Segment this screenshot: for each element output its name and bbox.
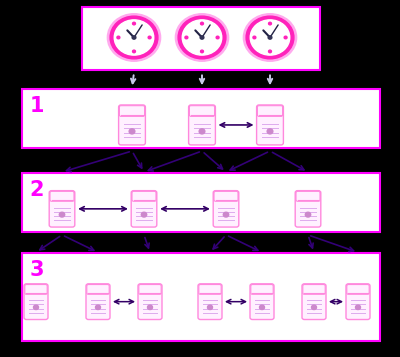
FancyBboxPatch shape [22,253,380,341]
Text: 2: 2 [29,180,44,200]
Circle shape [284,36,287,39]
FancyBboxPatch shape [131,191,157,227]
FancyBboxPatch shape [22,89,380,148]
FancyBboxPatch shape [25,285,47,294]
Circle shape [34,305,38,310]
FancyBboxPatch shape [257,105,284,145]
Circle shape [96,305,100,310]
FancyBboxPatch shape [295,191,321,227]
Text: 1: 1 [29,96,44,116]
Circle shape [148,36,151,39]
Circle shape [260,305,264,310]
Circle shape [246,16,294,59]
FancyBboxPatch shape [24,284,48,320]
Circle shape [305,212,311,217]
FancyBboxPatch shape [199,285,221,294]
Circle shape [216,36,219,39]
FancyBboxPatch shape [22,173,380,232]
Circle shape [200,36,204,39]
Circle shape [208,305,212,310]
Circle shape [132,22,136,25]
FancyBboxPatch shape [251,285,273,294]
FancyBboxPatch shape [296,191,320,201]
FancyBboxPatch shape [49,191,75,227]
Circle shape [141,212,147,217]
FancyBboxPatch shape [132,191,156,201]
Circle shape [268,22,272,25]
FancyBboxPatch shape [138,284,162,320]
Circle shape [250,20,290,55]
FancyBboxPatch shape [82,7,320,70]
Circle shape [199,129,205,134]
FancyBboxPatch shape [250,284,274,320]
FancyBboxPatch shape [258,106,282,116]
FancyBboxPatch shape [214,191,238,201]
FancyBboxPatch shape [347,285,369,294]
Circle shape [132,50,136,53]
Circle shape [175,14,229,61]
FancyBboxPatch shape [50,191,74,201]
Circle shape [110,16,158,59]
Circle shape [129,129,135,134]
Circle shape [253,36,256,39]
Circle shape [114,20,154,55]
FancyBboxPatch shape [87,285,109,294]
Circle shape [356,305,360,310]
FancyBboxPatch shape [189,105,215,145]
FancyBboxPatch shape [86,284,110,320]
Text: 3: 3 [29,260,44,280]
Circle shape [182,20,222,55]
FancyBboxPatch shape [198,284,222,320]
Circle shape [243,14,297,61]
Circle shape [59,212,65,217]
Circle shape [117,36,120,39]
FancyBboxPatch shape [213,191,239,227]
FancyBboxPatch shape [302,284,326,320]
Circle shape [268,36,272,39]
Circle shape [267,129,273,134]
Circle shape [200,50,204,53]
Circle shape [223,212,229,217]
Circle shape [107,14,161,61]
FancyBboxPatch shape [139,285,161,294]
Circle shape [200,22,204,25]
Circle shape [132,36,136,39]
Circle shape [312,305,316,310]
Circle shape [148,305,152,310]
FancyBboxPatch shape [118,105,146,145]
FancyBboxPatch shape [346,284,370,320]
Circle shape [178,16,226,59]
Circle shape [185,36,188,39]
FancyBboxPatch shape [190,106,214,116]
Circle shape [268,50,272,53]
FancyBboxPatch shape [119,106,145,116]
FancyBboxPatch shape [303,285,325,294]
